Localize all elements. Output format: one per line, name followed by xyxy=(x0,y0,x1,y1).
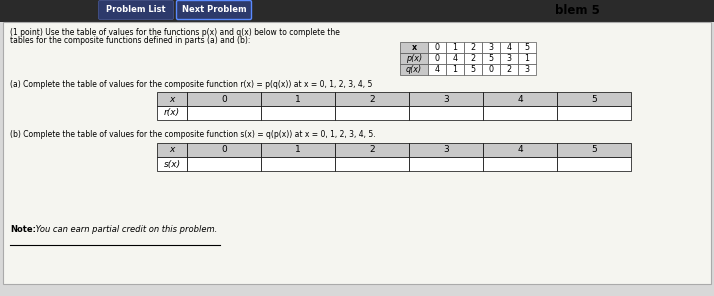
Bar xyxy=(400,53,428,64)
Text: p(x): p(x) xyxy=(406,54,422,63)
Bar xyxy=(335,157,409,171)
Bar xyxy=(482,64,500,75)
Bar xyxy=(400,64,428,75)
Bar xyxy=(335,143,409,157)
Bar xyxy=(482,53,500,64)
Text: 2: 2 xyxy=(506,65,511,74)
Text: 1: 1 xyxy=(453,43,458,52)
Bar xyxy=(518,64,536,75)
FancyBboxPatch shape xyxy=(99,1,174,20)
Bar xyxy=(335,92,409,106)
Text: 4: 4 xyxy=(517,94,523,104)
Bar xyxy=(446,53,464,64)
Bar xyxy=(464,53,482,64)
Bar xyxy=(187,106,261,120)
Bar xyxy=(261,92,335,106)
Bar xyxy=(446,42,464,53)
Text: 1: 1 xyxy=(525,54,530,63)
Text: 5: 5 xyxy=(471,65,476,74)
Bar xyxy=(157,157,187,171)
Text: x: x xyxy=(169,146,175,155)
Text: 2: 2 xyxy=(471,43,476,52)
Text: q(x): q(x) xyxy=(406,65,422,74)
Bar xyxy=(482,42,500,53)
Bar xyxy=(157,106,187,120)
Text: 2: 2 xyxy=(369,146,375,155)
Bar xyxy=(187,92,261,106)
Text: 3: 3 xyxy=(488,43,493,52)
Text: 3: 3 xyxy=(525,65,530,74)
Bar xyxy=(428,53,446,64)
Bar xyxy=(400,42,428,53)
Bar xyxy=(261,157,335,171)
Text: 3: 3 xyxy=(443,94,449,104)
Bar xyxy=(518,42,536,53)
Bar xyxy=(409,92,483,106)
Text: 5: 5 xyxy=(525,43,530,52)
Text: 0: 0 xyxy=(435,43,440,52)
Bar xyxy=(518,53,536,64)
Bar xyxy=(500,64,518,75)
Text: (a) Complete the table of values for the composite function r(x) = p(q(x)) at x : (a) Complete the table of values for the… xyxy=(10,80,373,89)
Bar xyxy=(335,106,409,120)
Bar xyxy=(464,42,482,53)
Text: 0: 0 xyxy=(221,94,227,104)
Text: 4: 4 xyxy=(506,43,511,52)
Bar xyxy=(187,157,261,171)
Bar xyxy=(500,53,518,64)
Text: s(x): s(x) xyxy=(164,160,181,168)
Text: You can earn partial credit on this problem.: You can earn partial credit on this prob… xyxy=(33,225,217,234)
Bar xyxy=(261,143,335,157)
Text: 0: 0 xyxy=(488,65,493,74)
Bar xyxy=(557,92,631,106)
Bar xyxy=(409,157,483,171)
Text: x: x xyxy=(169,94,175,104)
Text: Problem List: Problem List xyxy=(106,6,166,15)
Text: 1: 1 xyxy=(295,94,301,104)
Bar xyxy=(157,143,187,157)
Bar xyxy=(187,143,261,157)
Text: 5: 5 xyxy=(591,94,597,104)
Text: 0: 0 xyxy=(221,146,227,155)
Bar xyxy=(500,42,518,53)
Text: 0: 0 xyxy=(435,54,440,63)
Text: 2: 2 xyxy=(369,94,375,104)
Text: (1 point) Use the table of values for the functions p(x) and q(x) below to compl: (1 point) Use the table of values for th… xyxy=(10,28,340,37)
Text: 3: 3 xyxy=(506,54,511,63)
Text: 2: 2 xyxy=(471,54,476,63)
Text: Note:: Note: xyxy=(10,225,36,234)
Bar xyxy=(409,143,483,157)
Bar xyxy=(0,0,714,22)
Text: 4: 4 xyxy=(453,54,458,63)
Bar xyxy=(483,106,557,120)
Text: r(x): r(x) xyxy=(164,109,180,118)
Bar xyxy=(483,143,557,157)
Bar xyxy=(3,22,711,284)
Bar xyxy=(557,143,631,157)
Bar xyxy=(557,106,631,120)
Text: tables for the composite functions defined in parts (a) and (b):: tables for the composite functions defin… xyxy=(10,36,251,45)
Bar xyxy=(483,157,557,171)
Text: 5: 5 xyxy=(591,146,597,155)
Bar xyxy=(428,42,446,53)
Text: 1: 1 xyxy=(295,146,301,155)
Bar xyxy=(464,64,482,75)
Text: Next Problem: Next Problem xyxy=(181,6,246,15)
Bar xyxy=(409,106,483,120)
FancyBboxPatch shape xyxy=(176,1,251,20)
Bar xyxy=(483,92,557,106)
Bar xyxy=(157,92,187,106)
Bar xyxy=(446,64,464,75)
Text: (b) Complete the table of values for the composite function s(x) = q(p(x)) at x : (b) Complete the table of values for the… xyxy=(10,130,376,139)
Text: x: x xyxy=(411,43,416,52)
Text: 4: 4 xyxy=(435,65,440,74)
Text: blem 5: blem 5 xyxy=(555,4,600,17)
Text: 4: 4 xyxy=(517,146,523,155)
Text: 3: 3 xyxy=(443,146,449,155)
Text: 1: 1 xyxy=(453,65,458,74)
Bar xyxy=(261,106,335,120)
Bar xyxy=(428,64,446,75)
Bar xyxy=(557,157,631,171)
Text: 5: 5 xyxy=(488,54,493,63)
